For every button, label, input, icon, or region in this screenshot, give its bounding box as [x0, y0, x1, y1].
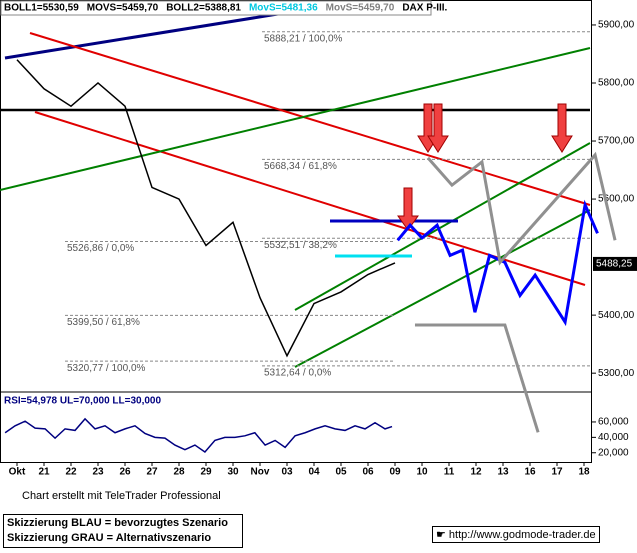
legend-gray: Skizzierung GRAU = Alternativszenario [7, 532, 212, 544]
x-tick-label: 06 [362, 467, 374, 478]
last-value-label: 5488,25 [596, 259, 633, 270]
x-tick-label: 10 [416, 467, 428, 478]
url-box: ☛ http://www.godmode-trader.de [432, 526, 600, 543]
header-item: BOLL1=5530,59 [4, 3, 79, 14]
arrow [427, 103, 449, 153]
scenario-line [414, 323, 540, 433]
x-tick-label: 28 [173, 467, 185, 478]
fib-label: 5399,50 / 61,8% [67, 317, 140, 328]
rsi-title: RSI=54,978 UL=70,000 LL=30,000 [4, 396, 161, 407]
y-tick-label: 5400,00 [598, 310, 635, 321]
fib-label: 5668,34 / 61,8% [264, 161, 337, 172]
header-item: BOLL2=5388,81 [166, 3, 241, 14]
y-tick-label: 40,000 [598, 432, 629, 443]
price-line [16, 59, 396, 358]
x-tick-label: 12 [470, 467, 482, 478]
fib-label: 5532,51 / 38,2% [264, 240, 337, 251]
x-tick-label: 30 [227, 467, 239, 478]
x-tick-label: 11 [444, 467, 455, 478]
legend-box: Skizzierung BLAU = bevorzugtes Szenario … [3, 514, 243, 548]
x-tick-label: 13 [497, 467, 509, 478]
url: http://www.godmode-trader.de [448, 529, 596, 541]
y-tick-label: 5300,00 [598, 368, 635, 379]
x-tick-label: 17 [551, 467, 563, 478]
x-tick-label: 16 [524, 467, 536, 478]
credit: Chart erstellt mit TeleTrader Profession… [22, 490, 221, 502]
trend-line [294, 142, 591, 311]
fib-label: 5320,77 / 100,0% [67, 363, 146, 374]
fib-label: 5888,21 / 100,0% [264, 33, 343, 44]
fib-label: 5526,86 / 0,0% [67, 243, 134, 254]
arrow [397, 187, 419, 231]
chart: 5900,00 5800,00 5700,00 5600,00 5400,00 5300,… [0, 0, 637, 478]
trend-line [29, 32, 591, 206]
arrows [397, 103, 573, 231]
x-tick-label: 18 [578, 467, 590, 478]
header-item: MovS=5481,36 [249, 3, 318, 14]
y-tick-label: 60,000 [598, 417, 629, 428]
y-tick-label: 5700,00 [598, 136, 635, 147]
x-tick-label: Okt [9, 467, 26, 478]
trend-line [0, 47, 591, 191]
y-tick-label: 5800,00 [598, 78, 635, 89]
arrow [551, 103, 573, 153]
scenario-line [396, 199, 599, 327]
header-item: MovS=5459,70 [326, 3, 395, 14]
trend-line [4, 6, 316, 60]
header-item: MOVS=5459,70 [87, 3, 159, 14]
x-tick-label: 29 [200, 467, 212, 478]
trend-line [294, 209, 591, 368]
x-tick-label: 26 [119, 467, 131, 478]
x-tick-label: Nov [251, 467, 270, 478]
last-value-box [593, 256, 637, 271]
x-tick-label: 21 [38, 467, 50, 478]
x-tick-label: 09 [389, 467, 401, 478]
x-tick-label: 23 [92, 467, 104, 478]
header-item: DAX P-III. [402, 3, 447, 14]
x-tick-label: 22 [65, 467, 77, 478]
x-tick-label: 27 [146, 467, 158, 478]
x-tick-label: 03 [281, 467, 293, 478]
x-tick-label: 05 [335, 467, 347, 478]
y-tick-label: 5600,00 [598, 194, 635, 205]
scenario-line [426, 151, 617, 266]
y-tick-label: 20,000 [598, 447, 629, 458]
y-tick-label: 5900,00 [598, 20, 635, 31]
header-box [0, 0, 432, 16]
x-tick-label: 04 [308, 467, 320, 478]
price-line [4, 417, 393, 453]
legend-blue: Skizzierung BLAU = bevorzugtes Szenario [7, 517, 228, 529]
fib-label: 5312,64 / 0,0% [264, 367, 331, 378]
